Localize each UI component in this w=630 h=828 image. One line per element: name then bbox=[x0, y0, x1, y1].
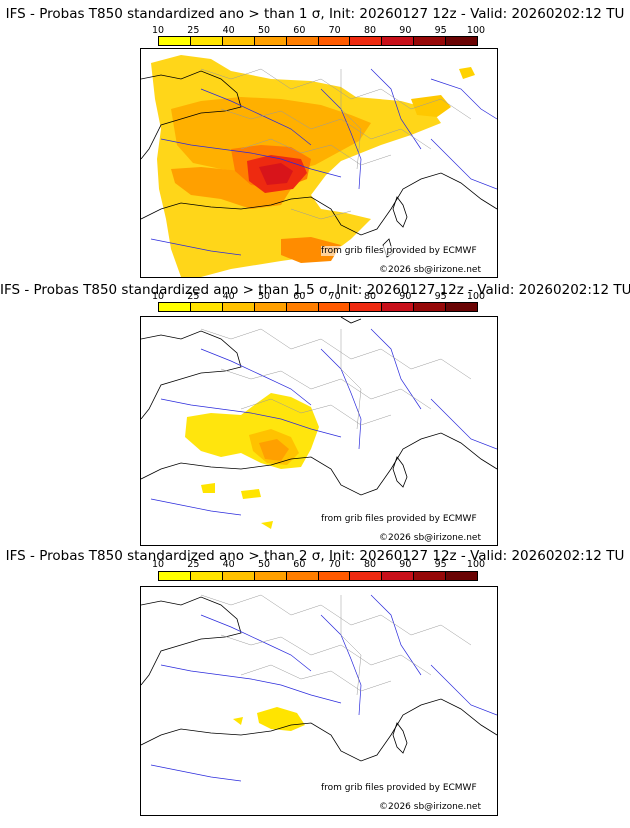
colorbar-segment bbox=[222, 303, 255, 311]
map-panel-1: IFS - Probas T850 standardized ano > tha… bbox=[0, 0, 630, 280]
colorbar-tick-label: 10 bbox=[151, 291, 165, 302]
colorbar-segment bbox=[350, 37, 383, 45]
data-source-credit: from grib files provided by ECMWF bbox=[321, 514, 477, 524]
colorbar-tick-label: 70 bbox=[328, 559, 341, 570]
admin-borders bbox=[200, 594, 472, 696]
colorbar-segment bbox=[446, 303, 478, 311]
colorbar-tick-label: 95 bbox=[434, 291, 447, 302]
colorbar-tick-label: 80 bbox=[363, 291, 377, 302]
colorbar-ticks: 10 25 40 50 60 70 80 90 95 100 bbox=[152, 291, 485, 302]
panel-title: IFS - Probas T850 standardized ano > tha… bbox=[0, 282, 630, 298]
probability-field bbox=[185, 393, 319, 529]
admin-borders bbox=[200, 328, 472, 430]
colorbar-tick-label: 60 bbox=[293, 559, 306, 570]
colorbar-segment bbox=[222, 572, 255, 580]
copyright-credit: ©2026 sb@irizone.net bbox=[379, 802, 481, 812]
colorbar-segment bbox=[414, 303, 447, 311]
panel-title: IFS - Probas T850 standardized ano > tha… bbox=[5, 548, 625, 564]
colorbar-segment bbox=[318, 37, 351, 45]
map-panel-3: IFS - Probas T850 standardized ano > tha… bbox=[0, 546, 630, 828]
colorbar-segment bbox=[318, 303, 351, 311]
colorbar-ticks: 10 25 40 50 60 70 80 90 95 100 bbox=[152, 559, 485, 570]
colorbar-tick-label: 25 bbox=[187, 25, 200, 36]
map-frame: from grib files provided by ECMWF ©2026 … bbox=[140, 48, 498, 278]
colorbar-tick-label: 10 bbox=[151, 559, 165, 570]
colorbar-tick-label: 50 bbox=[257, 559, 271, 570]
colorbar-segment bbox=[382, 572, 415, 580]
copyright-credit: ©2026 sb@irizone.net bbox=[379, 533, 481, 543]
colorbar-tick-label: 90 bbox=[399, 291, 412, 302]
panel-title: IFS - Probas T850 standardized ano > tha… bbox=[5, 6, 625, 22]
colorbar-segment bbox=[286, 572, 319, 580]
colorbar-segment bbox=[382, 303, 415, 311]
map-panel-2: IFS - Probas T850 standardized ano > tha… bbox=[0, 278, 630, 548]
data-source-credit: from grib files provided by ECMWF bbox=[321, 246, 477, 256]
map-frame: from grib files provided by ECMWF ©2026 … bbox=[140, 586, 498, 816]
colorbar-segment bbox=[254, 37, 287, 45]
colorbar-tick-label: 50 bbox=[257, 25, 271, 36]
probability-map bbox=[141, 317, 497, 529]
colorbar-segment bbox=[159, 572, 191, 580]
colorbar bbox=[158, 571, 478, 581]
colorbar-segment bbox=[382, 37, 415, 45]
colorbar-tick-label: 90 bbox=[399, 559, 412, 570]
colorbar-tick-label: 40 bbox=[222, 559, 235, 570]
colorbar-tick-label: 50 bbox=[257, 291, 271, 302]
colorbar-segment bbox=[286, 37, 319, 45]
rivers bbox=[150, 594, 497, 782]
colorbar-segment bbox=[446, 37, 478, 45]
colorbar-tick-label: 95 bbox=[434, 25, 447, 36]
colorbar-segment bbox=[350, 572, 383, 580]
colorbar-tick-label: 100 bbox=[466, 291, 486, 302]
rivers bbox=[150, 68, 497, 256]
colorbar-tick-label: 80 bbox=[363, 559, 377, 570]
colorbar-segment bbox=[222, 37, 255, 45]
colorbar-tick-label: 25 bbox=[187, 291, 200, 302]
colorbar-tick-label: 70 bbox=[328, 291, 341, 302]
colorbar-tick-label: 95 bbox=[434, 559, 447, 570]
colorbar-segment bbox=[286, 303, 319, 311]
admin-borders bbox=[200, 68, 472, 220]
colorbar-tick-label: 40 bbox=[222, 25, 235, 36]
colorbar-tick-label: 60 bbox=[293, 25, 306, 36]
colorbar-tick-label: 60 bbox=[293, 291, 306, 302]
colorbar bbox=[158, 36, 478, 46]
colorbar-segment bbox=[414, 37, 447, 45]
colorbar-segment bbox=[254, 303, 287, 311]
colorbar-segment bbox=[318, 572, 351, 580]
colorbar-segment bbox=[350, 303, 383, 311]
colorbar-segment bbox=[190, 37, 223, 45]
rivers bbox=[150, 328, 497, 516]
colorbar-segment bbox=[190, 572, 223, 580]
probability-field bbox=[233, 707, 305, 731]
colorbar-tick-label: 25 bbox=[187, 559, 200, 570]
probability-map bbox=[141, 594, 497, 782]
colorbar-tick-label: 40 bbox=[222, 291, 235, 302]
probability-field bbox=[151, 55, 475, 277]
colorbar-tick-label: 90 bbox=[399, 25, 412, 36]
colorbar-segment bbox=[446, 572, 478, 580]
colorbar-segment bbox=[190, 303, 223, 311]
coastlines bbox=[141, 596, 497, 762]
colorbar bbox=[158, 302, 478, 312]
colorbar-segment bbox=[254, 572, 287, 580]
coastlines bbox=[141, 317, 497, 496]
colorbar-tick-label: 10 bbox=[151, 25, 165, 36]
colorbar-tick-label: 80 bbox=[363, 25, 377, 36]
colorbar-tick-label: 70 bbox=[328, 25, 341, 36]
colorbar-tick-label: 100 bbox=[466, 25, 486, 36]
data-source-credit: from grib files provided by ECMWF bbox=[321, 783, 477, 793]
colorbar-tick-label: 100 bbox=[466, 559, 486, 570]
colorbar-segment bbox=[414, 572, 447, 580]
probability-map bbox=[141, 55, 497, 277]
colorbar-ticks: 10 25 40 50 60 70 80 90 95 100 bbox=[152, 25, 485, 36]
colorbar-segment bbox=[159, 303, 191, 311]
colorbar-segment bbox=[159, 37, 191, 45]
map-frame: from grib files provided by ECMWF ©2026 … bbox=[140, 316, 498, 546]
copyright-credit: ©2026 sb@irizone.net bbox=[379, 265, 481, 275]
